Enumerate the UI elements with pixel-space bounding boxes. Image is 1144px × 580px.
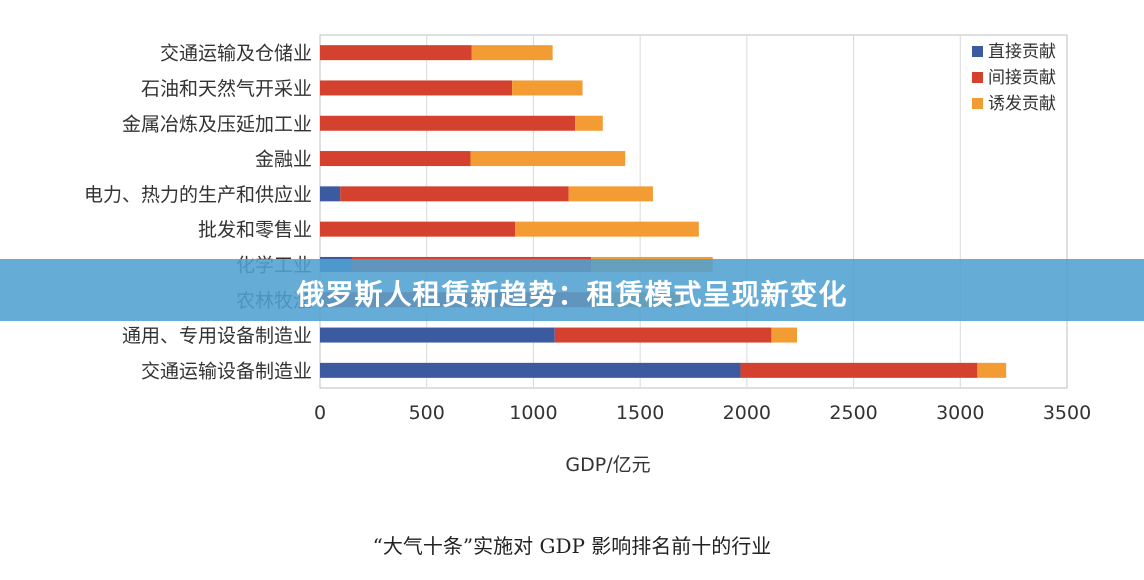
category-label: 石油和天然气开采业 [141,78,312,100]
bar-segment [320,80,513,96]
x-tick-label: 1500 [616,402,664,424]
bar-segment [554,327,772,343]
x-axis-label: GDP/亿元 [565,454,650,476]
x-tick-label: 500 [409,402,445,424]
category-label: 电力、热力的生产和供应业 [84,184,312,206]
x-tick-label: 1000 [509,402,557,424]
legend-swatch [972,46,983,57]
category-labels: 交通运输及仓储业石油和天然气开采业金属冶炼及压延加工业金融业电力、热力的生产和供… [84,43,312,383]
x-tick-label: 3000 [936,402,984,424]
x-tick-labels: 0 500 1000 1500 2000 2500 3000 3500 [314,402,1091,424]
bar-segment [320,115,576,131]
bar-segment [740,362,978,378]
plot-border [319,34,1068,389]
bar-segment [515,221,699,237]
bar-segment [320,362,741,378]
bar-segment [568,186,653,202]
bar-segment [320,45,472,61]
legend-label: 直接贡献 [988,42,1056,62]
banner-title: 俄罗斯人租赁新趋势：租赁模式呈现新变化 [296,278,848,311]
x-tick-label: 2000 [723,402,771,424]
category-label: 批发和零售业 [198,219,312,241]
bar-segment [340,186,569,202]
x-tick-label: 0 [314,402,326,424]
category-label: 交通运输及仓储业 [160,43,312,65]
bar-segment [320,327,555,343]
x-tick-label: 3500 [1043,402,1091,424]
bar-segment [320,186,341,202]
bar-segment [320,221,516,237]
legend-swatch [972,98,983,109]
legend-label: 间接贡献 [988,68,1056,88]
bar-segment [771,327,798,343]
bar-segment [575,115,603,131]
legend-swatch [972,72,983,83]
bars [320,45,1007,378]
category-label: 通用、专用设备制造业 [122,325,312,347]
category-label: 金属冶炼及压延加工业 [122,113,312,135]
bar-segment [320,151,471,167]
category-label: 金融业 [255,149,312,171]
legend-label: 诱发贡献 [988,94,1056,114]
bar-segment [977,362,1007,378]
category-label: 交通运输设备制造业 [141,360,312,382]
banner-overlay [0,259,1144,321]
chart-caption: “大气十条”实施对 GDP 影响排名前十的行业 [372,534,772,558]
bar-segment [470,151,626,167]
bar-segment [471,45,553,61]
x-tick-label: 2500 [829,402,877,424]
bar-segment [512,80,583,96]
